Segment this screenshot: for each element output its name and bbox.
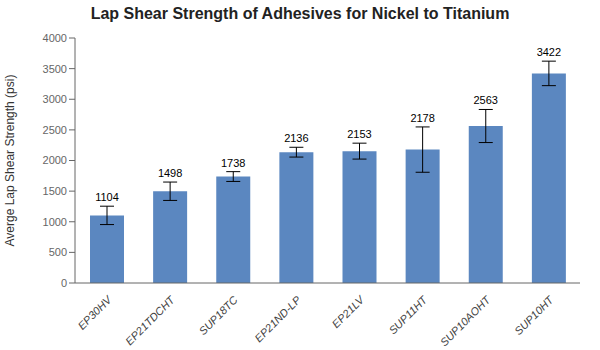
svg-text:SUP11HT: SUP11HT bbox=[386, 293, 430, 337]
svg-text:1000: 1000 bbox=[43, 216, 67, 228]
svg-text:1498: 1498 bbox=[158, 167, 182, 179]
svg-text:2153: 2153 bbox=[347, 128, 371, 140]
svg-text:500: 500 bbox=[49, 246, 67, 258]
svg-text:2178: 2178 bbox=[410, 112, 434, 124]
svg-text:1738: 1738 bbox=[221, 157, 245, 169]
svg-text:SUP10AOHT: SUP10AOHT bbox=[438, 293, 494, 349]
svg-text:EP21ND-LP: EP21ND-LP bbox=[252, 293, 303, 344]
svg-text:SUP18TC: SUP18TC bbox=[196, 294, 240, 338]
svg-text:1500: 1500 bbox=[43, 185, 67, 197]
svg-text:4000: 4000 bbox=[43, 32, 67, 44]
html-text:Lap Shear Strength of Adhesive: Lap Shear Strength of Adhesives for Nick… bbox=[90, 5, 510, 22]
svg-text:EP21LV: EP21LV bbox=[330, 292, 368, 330]
svg-text:2000: 2000 bbox=[43, 154, 67, 166]
svg-text:3500: 3500 bbox=[43, 63, 67, 75]
svg-text:SUP10HT: SUP10HT bbox=[512, 293, 556, 337]
svg-text:0: 0 bbox=[61, 277, 67, 289]
svg-text:3422: 3422 bbox=[537, 46, 561, 58]
svg-text:EP30HV: EP30HV bbox=[75, 292, 114, 331]
svg-text:3000: 3000 bbox=[43, 93, 67, 105]
svg-text:2136: 2136 bbox=[284, 132, 308, 144]
svg-text:1104: 1104 bbox=[95, 191, 119, 203]
svg-text:EP21TDCHT: EP21TDCHT bbox=[123, 293, 178, 348]
svg-text:2500: 2500 bbox=[43, 124, 67, 136]
svg-text:2563: 2563 bbox=[474, 94, 498, 106]
svg-text:Averge Lap Shear Strength (psi: Averge Lap Shear Strength (psi) bbox=[8, 75, 17, 247]
